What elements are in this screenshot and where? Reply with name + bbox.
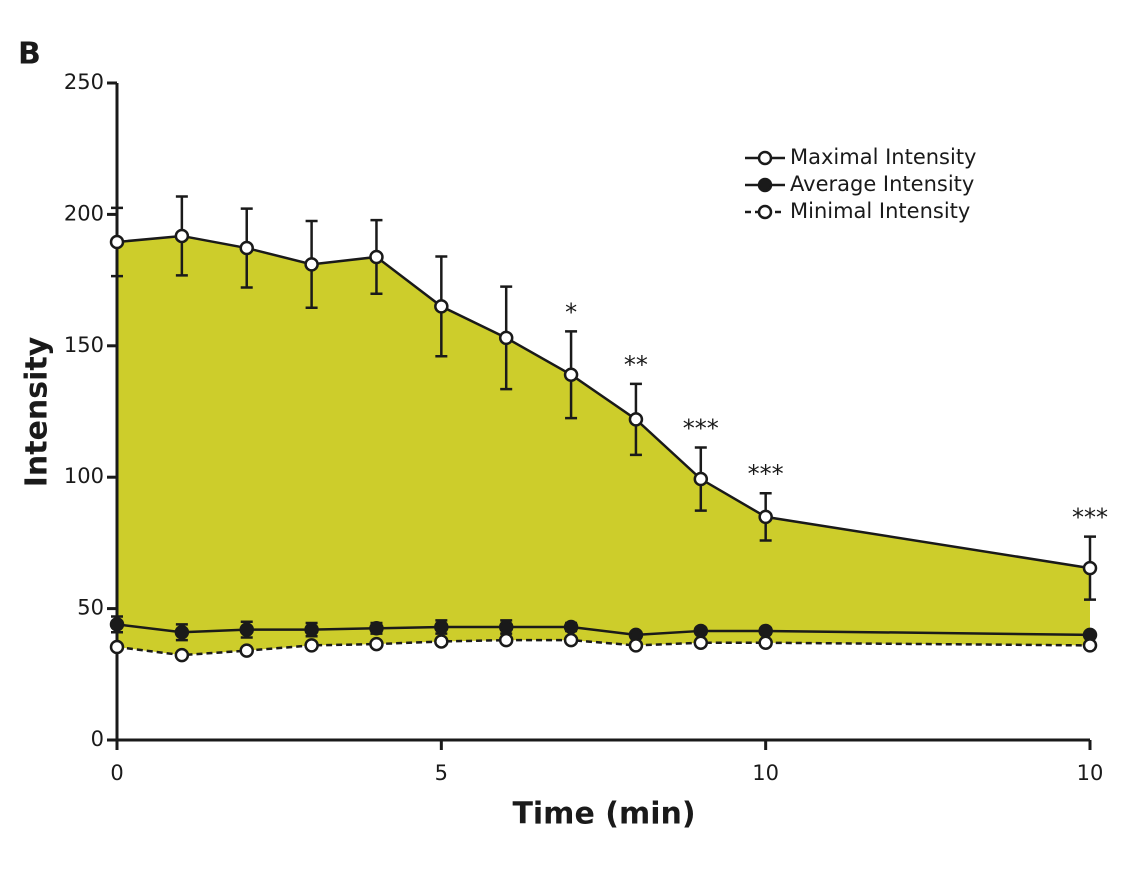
legend-label: Maximal Intensity (790, 145, 977, 169)
y-tick-label: 150 (64, 333, 104, 357)
marker (369, 636, 384, 652)
marker (369, 249, 384, 265)
marker (109, 639, 125, 655)
legend-marker (757, 204, 773, 220)
y-tick-label: 0 (91, 727, 104, 751)
marker (498, 619, 514, 635)
marker (758, 623, 773, 639)
legend-label: Minimal Intensity (790, 199, 970, 223)
legend-marker (757, 150, 773, 166)
marker (434, 634, 449, 649)
marker (758, 635, 773, 651)
marker (498, 330, 514, 346)
y-tick-label: 100 (64, 464, 104, 488)
x-axis-label: Time (min) (512, 797, 695, 832)
x-tick-label: 5 (435, 761, 448, 785)
series-line (116, 234, 1091, 570)
marker (109, 617, 125, 632)
panel-label: B (18, 37, 41, 72)
annotation: *** (1072, 504, 1108, 532)
x-tick-label: 0 (110, 761, 123, 785)
x-tick-label: 10 (1077, 761, 1104, 785)
y-tick-label: 50 (77, 596, 104, 620)
marker (369, 621, 384, 636)
y-tick-label: 200 (64, 201, 104, 225)
series-line (116, 638, 1091, 657)
marker (174, 647, 190, 663)
annotation: ** (624, 351, 648, 379)
x-tick-label: 10 (752, 761, 779, 785)
marker (758, 509, 773, 525)
marker (693, 623, 709, 639)
marker (498, 632, 514, 648)
legend-marker (757, 177, 773, 193)
marker (693, 635, 709, 651)
marker (1082, 638, 1098, 653)
marker (563, 619, 579, 635)
marker (239, 240, 254, 256)
y-tick-label: 250 (64, 70, 104, 94)
marker (1082, 560, 1098, 576)
annotation: * (565, 298, 577, 326)
marker (304, 638, 319, 653)
marker (693, 471, 709, 487)
marker (109, 234, 125, 250)
fill-between (117, 235, 1090, 656)
marker (434, 619, 449, 635)
annotation: *** (683, 415, 719, 443)
marker (563, 632, 579, 648)
marker (628, 412, 644, 427)
annotation: *** (748, 460, 784, 488)
y-axis-label: Intensity (20, 336, 55, 487)
marker (563, 367, 579, 382)
marker (304, 622, 319, 637)
marker (304, 257, 319, 272)
series-line (116, 623, 1091, 637)
marker (239, 643, 254, 658)
marker (434, 299, 449, 314)
marker (174, 625, 190, 640)
marker (239, 622, 254, 637)
marker (628, 638, 644, 653)
legend-label: Average Intensity (790, 172, 974, 196)
marker (174, 228, 190, 244)
